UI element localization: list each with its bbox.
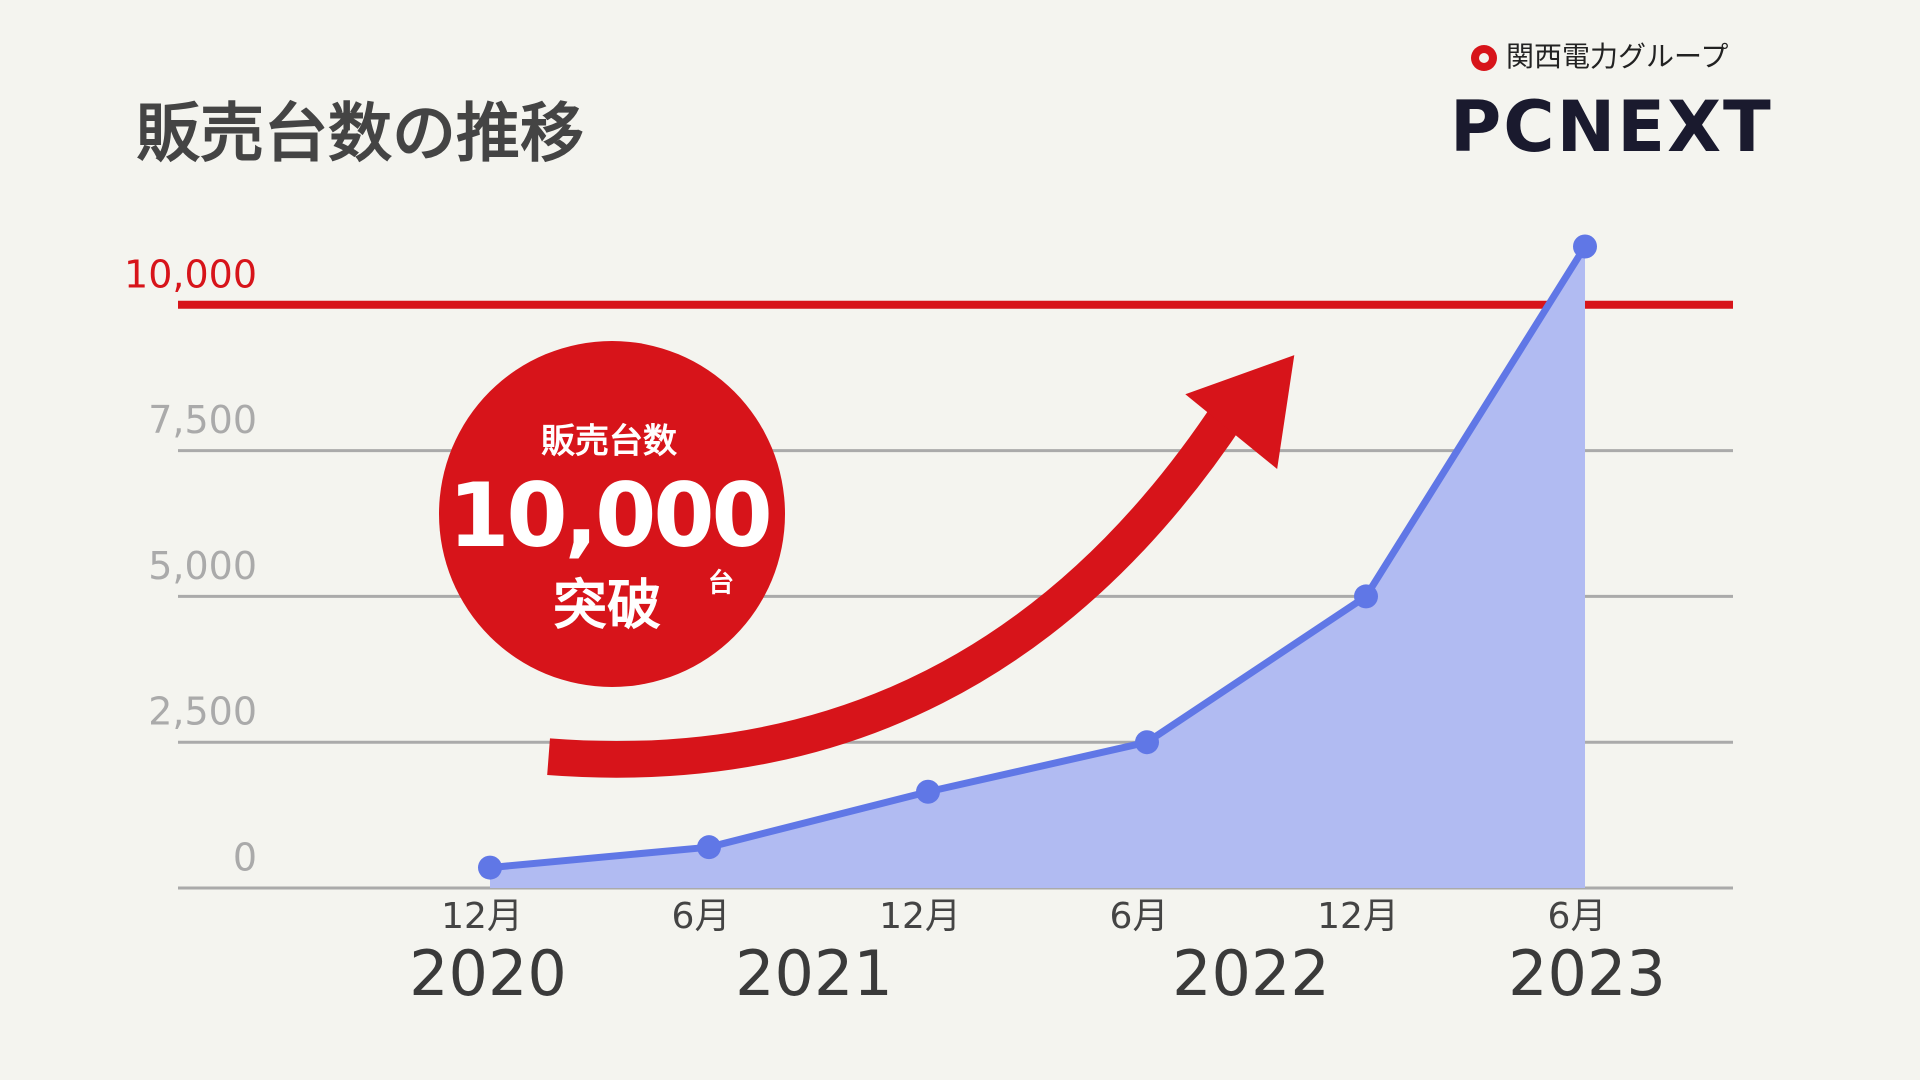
year-label: 2022 (1172, 937, 1330, 1010)
badge: 販売台数 10,000 台 突破 (439, 341, 785, 687)
badge-label: 販売台数 (541, 422, 677, 462)
point (1135, 730, 1159, 755)
line (489, 244, 1588, 872)
arrow (547, 355, 1295, 778)
y-tick-label: 2,500 (148, 690, 257, 734)
point (1354, 584, 1378, 609)
point (478, 855, 502, 880)
badge-number: 10,000 (448, 464, 770, 567)
x-tick-label: 6月 (1110, 896, 1169, 937)
y-tick-label: 0 (233, 836, 257, 880)
arrow-shaft (547, 400, 1246, 778)
area (490, 246, 1585, 889)
y-tick-label: 7,500 (148, 398, 257, 442)
x-tick-label: 6月 (672, 896, 731, 937)
badge-caption: 突破 (553, 574, 661, 637)
point (1573, 234, 1597, 259)
y-tick-label: 5,000 (148, 544, 257, 588)
logo: 関西電力グループ PCNEXT (1450, 40, 1773, 168)
chart-title: 販売台数の推移 (136, 98, 584, 172)
year-label: 2021 (735, 937, 893, 1010)
year-label: 2020 (409, 937, 567, 1010)
x-tick-label: 12月 (1317, 896, 1399, 937)
x-tick-label: 12月 (441, 896, 523, 937)
point (916, 779, 940, 804)
point (697, 835, 721, 860)
badge-circle (439, 341, 785, 687)
year-label: 2023 (1508, 937, 1666, 1010)
logo-icon-center (1479, 53, 1489, 63)
x-tick-label: 6月 (1548, 896, 1607, 937)
y-tick-label: 10,000 (124, 252, 257, 296)
arrow-head (1185, 355, 1295, 469)
logo-brand: PCNEXT (1450, 86, 1773, 168)
x-tick-label: 12月 (879, 896, 961, 937)
logo-group: 関西電力グループ (1506, 40, 1728, 73)
badge-unit: 台 (708, 568, 734, 599)
